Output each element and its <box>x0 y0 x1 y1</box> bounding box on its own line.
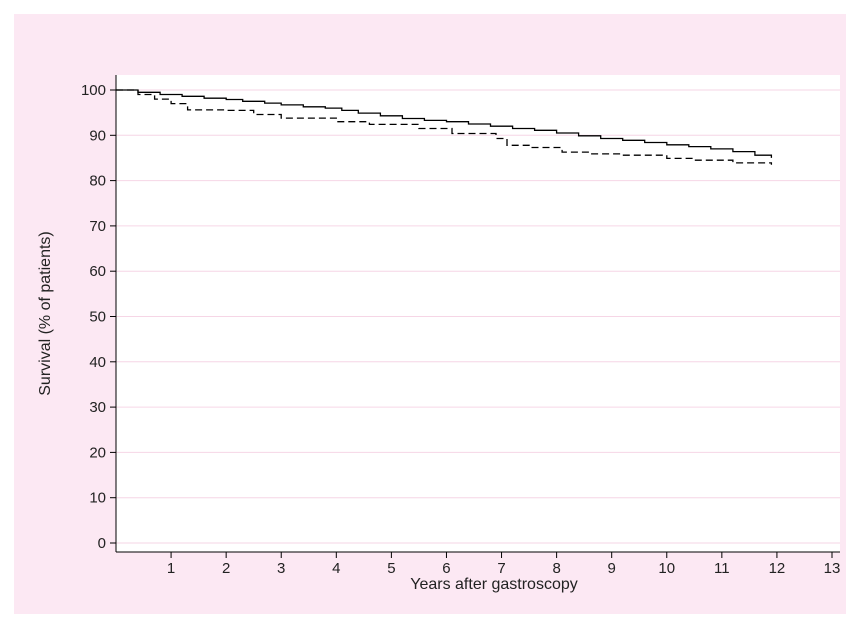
x-axis-title: Years after gastroscopy <box>410 576 578 593</box>
x-tick-label: 2 <box>222 560 230 577</box>
x-tick-label: 13 <box>824 560 841 577</box>
y-tick-label: 0 <box>98 535 106 552</box>
y-tick-label: 30 <box>89 399 106 416</box>
y-tick-label: 50 <box>89 309 106 326</box>
y-tick-label: 100 <box>81 82 106 99</box>
plot-area <box>116 75 840 552</box>
x-tick-label: 1 <box>167 560 175 577</box>
y-tick-label: 10 <box>89 490 106 507</box>
x-tick-label: 5 <box>387 560 395 577</box>
grid <box>116 89 840 544</box>
series-line-2 <box>116 89 773 165</box>
x-tick-label: 8 <box>552 560 560 577</box>
x-tick-label: 7 <box>497 560 505 577</box>
y-tick-label: 20 <box>89 444 106 461</box>
chart-figure: 0 10 20 30 40 50 60 70 80 90 100 1 2 3 4 5 6 7 8 9 10 11 12 13 … <box>14 14 846 614</box>
x-tick-label: 6 <box>442 560 450 577</box>
x-tick-label: 9 <box>608 560 616 577</box>
series <box>116 89 773 165</box>
x-tick-label: 4 <box>332 560 340 577</box>
x-tick-label: 10 <box>658 560 675 577</box>
series-line-1 <box>116 89 773 158</box>
y-tick-label: 40 <box>89 354 106 371</box>
y-tick-label: 90 <box>89 127 106 144</box>
x-tick-label: 3 <box>277 560 285 577</box>
y-axis-title: Survival (% of patients) <box>37 231 54 396</box>
x-tick-label: 12 <box>769 560 786 577</box>
y-tick-label: 60 <box>89 263 106 280</box>
y-tick-label: 80 <box>89 173 106 190</box>
y-tick-label: 70 <box>89 218 106 235</box>
x-tick-label: 11 <box>714 560 730 577</box>
